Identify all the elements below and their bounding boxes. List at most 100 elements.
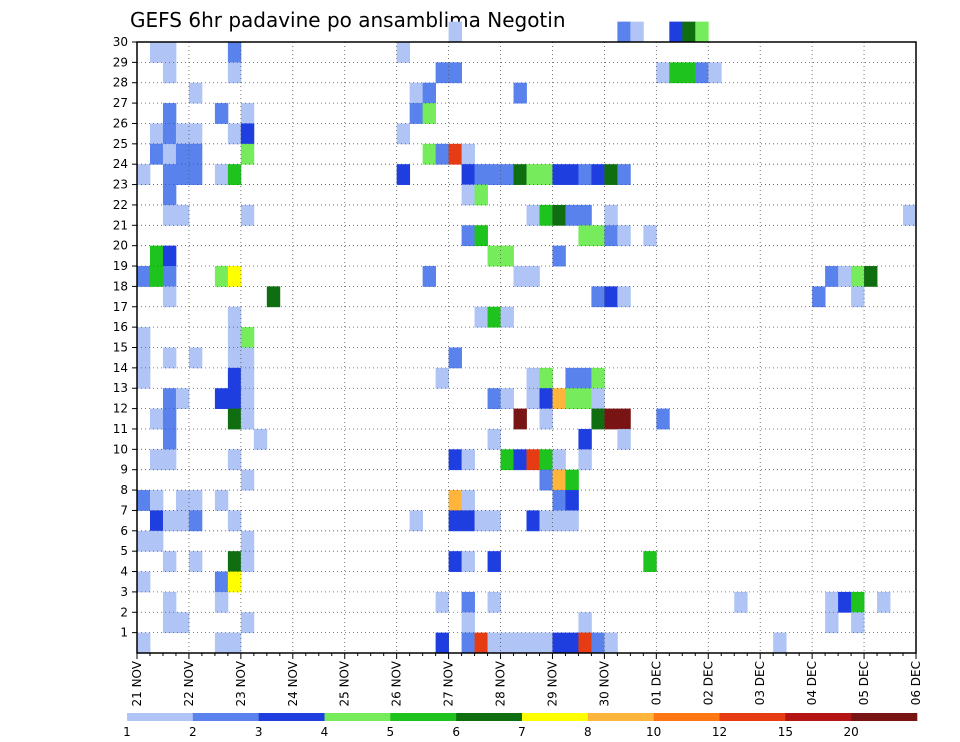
- colorbar-swatch: [390, 713, 457, 721]
- colorbar-label: 5: [387, 725, 395, 739]
- x-tick-label: 21 NOV: [130, 660, 144, 706]
- heat-cell: [227, 449, 242, 471]
- heat-cell: [162, 449, 177, 471]
- x-tick-label: 23 NOV: [234, 660, 248, 706]
- y-tick-label: 16: [113, 320, 128, 334]
- heat-cell: [149, 143, 164, 165]
- heat-cell: [656, 62, 670, 84]
- y-tick-label: 11: [113, 422, 128, 436]
- heat-cell: [422, 143, 437, 165]
- heat-cell: [149, 245, 164, 267]
- heat-cell: [578, 388, 592, 409]
- heat-cell: [448, 449, 462, 471]
- heat-cell: [591, 164, 605, 185]
- heat-cell: [162, 388, 177, 409]
- heat-cell: [461, 612, 475, 634]
- heat-cell: [617, 428, 631, 450]
- heat-cell: [552, 449, 566, 471]
- heat-cell: [227, 306, 242, 328]
- heat-cell: [539, 408, 553, 430]
- heat-cell: [578, 367, 592, 389]
- heat-cell: [162, 143, 177, 165]
- y-tick-label: 17: [113, 300, 128, 314]
- y-tick-label: 25: [113, 137, 128, 151]
- heat-cell: [552, 164, 566, 185]
- heat-cell: [526, 367, 540, 389]
- heat-cell: [552, 204, 566, 226]
- heat-cell: [513, 266, 527, 287]
- heat-cell: [137, 266, 151, 287]
- heat-cell: [461, 551, 475, 572]
- y-tick-label: 13: [113, 381, 128, 395]
- heat-cell: [578, 612, 592, 634]
- heat-cell: [539, 367, 553, 389]
- heat-cell: [137, 530, 151, 552]
- heat-cell: [578, 428, 592, 450]
- heat-cell: [162, 408, 177, 430]
- heat-cell: [149, 408, 164, 430]
- heat-cell: [149, 266, 164, 287]
- colorbar-swatch: [258, 713, 325, 721]
- heat-cell: [604, 225, 618, 247]
- heat-cell: [552, 388, 566, 409]
- heat-cell: [227, 327, 242, 348]
- heat-cell: [253, 428, 268, 450]
- heat-cell: [487, 510, 501, 532]
- heat-cell: [487, 632, 501, 654]
- heat-cell: [461, 184, 475, 206]
- heat-cell: [227, 388, 242, 409]
- heat-cell: [500, 306, 514, 328]
- heat-cell: [474, 306, 488, 328]
- heat-cell: [604, 286, 618, 308]
- heat-cell: [500, 449, 514, 471]
- x-tick-label: 04 DEC: [805, 661, 819, 705]
- heat-cell: [214, 571, 229, 593]
- heat-cell: [162, 286, 177, 308]
- heat-cell: [162, 184, 177, 206]
- heat-cell: [240, 327, 255, 348]
- heat-cell: [240, 388, 255, 409]
- heat-cell: [877, 591, 891, 613]
- heat-cell: [734, 591, 748, 613]
- x-tick-label: 02 DEC: [701, 661, 715, 705]
- heat-cell: [617, 408, 631, 430]
- heat-cell: [474, 632, 488, 654]
- heat-cell: [838, 591, 852, 613]
- heat-cell: [162, 551, 177, 572]
- y-tick-label: 5: [120, 544, 128, 558]
- y-tick-label: 3: [120, 585, 128, 599]
- heat-cell: [617, 225, 631, 247]
- y-tick-label: 18: [113, 279, 128, 293]
- y-tick-label: 10: [113, 442, 128, 456]
- heat-cell: [409, 510, 424, 532]
- heat-cell: [487, 428, 501, 450]
- heat-cell: [500, 388, 514, 409]
- heat-cell: [825, 612, 839, 634]
- heat-cell: [435, 367, 449, 389]
- heat-cell: [409, 82, 424, 104]
- heat-cell: [422, 103, 437, 124]
- heat-cell: [422, 266, 437, 287]
- heat-cell: [604, 164, 618, 185]
- heat-cell: [149, 530, 164, 552]
- heat-cell: [409, 103, 424, 124]
- y-tick-label: 23: [113, 178, 128, 192]
- heat-cell: [526, 204, 540, 226]
- heat-cell: [461, 490, 475, 511]
- heat-cell: [565, 469, 579, 491]
- heat-cell: [175, 510, 190, 532]
- heat-cell: [461, 632, 475, 654]
- heat-cell: [396, 123, 411, 145]
- heat-cell: [240, 469, 255, 491]
- heat-cell: [903, 204, 917, 226]
- heat-cell: [227, 347, 242, 369]
- heat-cell: [708, 62, 722, 84]
- heat-cell: [175, 204, 190, 226]
- heat-cell: [565, 632, 579, 654]
- heat-cell: [526, 388, 540, 409]
- heat-cell: [656, 408, 670, 430]
- x-tick-label: 05 DEC: [857, 661, 871, 705]
- y-axis: 1234567891011121314151617181920212223242…: [113, 35, 137, 640]
- heat-cell: [448, 62, 462, 84]
- heat-cell: [604, 632, 618, 654]
